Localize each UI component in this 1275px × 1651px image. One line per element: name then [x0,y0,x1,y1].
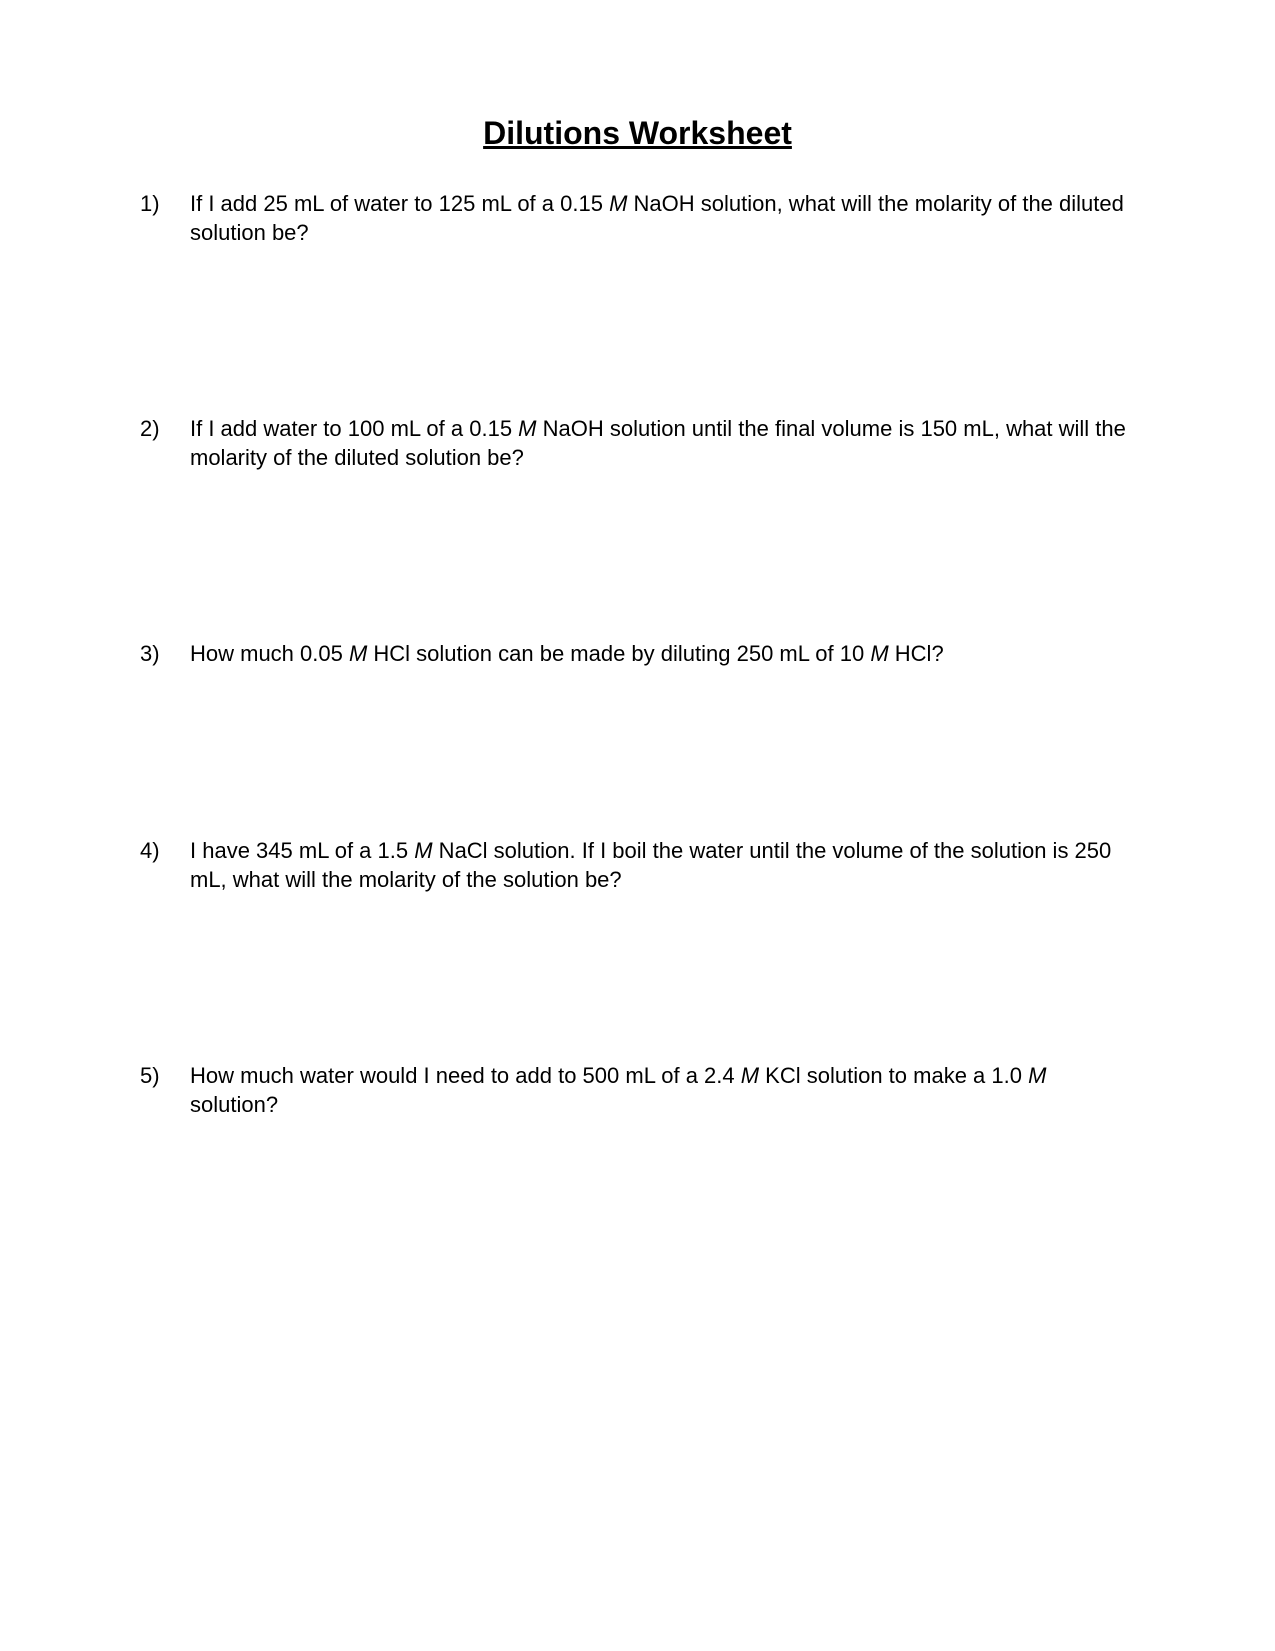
molarity-symbol: M [349,641,367,666]
question-number: 2) [140,415,190,472]
molarity-symbol: M [414,838,432,863]
molarity-symbol: M [870,641,888,666]
text-segment: HCl solution can be made by diluting 250… [367,641,870,666]
worksheet-page: Dilutions Worksheet 1) If I add 25 mL of… [0,0,1275,1119]
molarity-symbol: M [518,416,536,441]
question-5: 5) How much water would I need to add to… [140,1062,1135,1119]
molarity-symbol: M [609,191,627,216]
question-text: If I add 25 mL of water to 125 mL of a 0… [190,190,1135,247]
text-segment: I have 345 mL of a 1.5 [190,838,414,863]
question-number: 3) [140,640,190,669]
question-text: How much water would I need to add to 50… [190,1062,1135,1119]
text-segment: HCl? [889,641,944,666]
question-text: If I add water to 100 mL of a 0.15 M NaO… [190,415,1135,472]
text-segment: If I add 25 mL of water to 125 mL of a 0… [190,191,609,216]
text-segment: KCl solution to make a 1.0 [759,1063,1028,1088]
molarity-symbol: M [741,1063,759,1088]
question-2: 2) If I add water to 100 mL of a 0.15 M … [140,415,1135,472]
text-segment: If I add water to 100 mL of a 0.15 [190,416,518,441]
text-segment: How much water would I need to add to 50… [190,1063,741,1088]
worksheet-title: Dilutions Worksheet [140,115,1135,152]
question-text: I have 345 mL of a 1.5 M NaCl solution. … [190,837,1135,894]
question-3: 3) How much 0.05 M HCl solution can be m… [140,640,1135,669]
question-text: How much 0.05 M HCl solution can be made… [190,640,1135,669]
molarity-symbol: M [1028,1063,1046,1088]
text-segment: solution? [190,1092,278,1117]
question-1: 1) If I add 25 mL of water to 125 mL of … [140,190,1135,247]
question-number: 1) [140,190,190,247]
text-segment: How much 0.05 [190,641,349,666]
question-number: 5) [140,1062,190,1119]
question-4: 4) I have 345 mL of a 1.5 M NaCl solutio… [140,837,1135,894]
question-number: 4) [140,837,190,894]
